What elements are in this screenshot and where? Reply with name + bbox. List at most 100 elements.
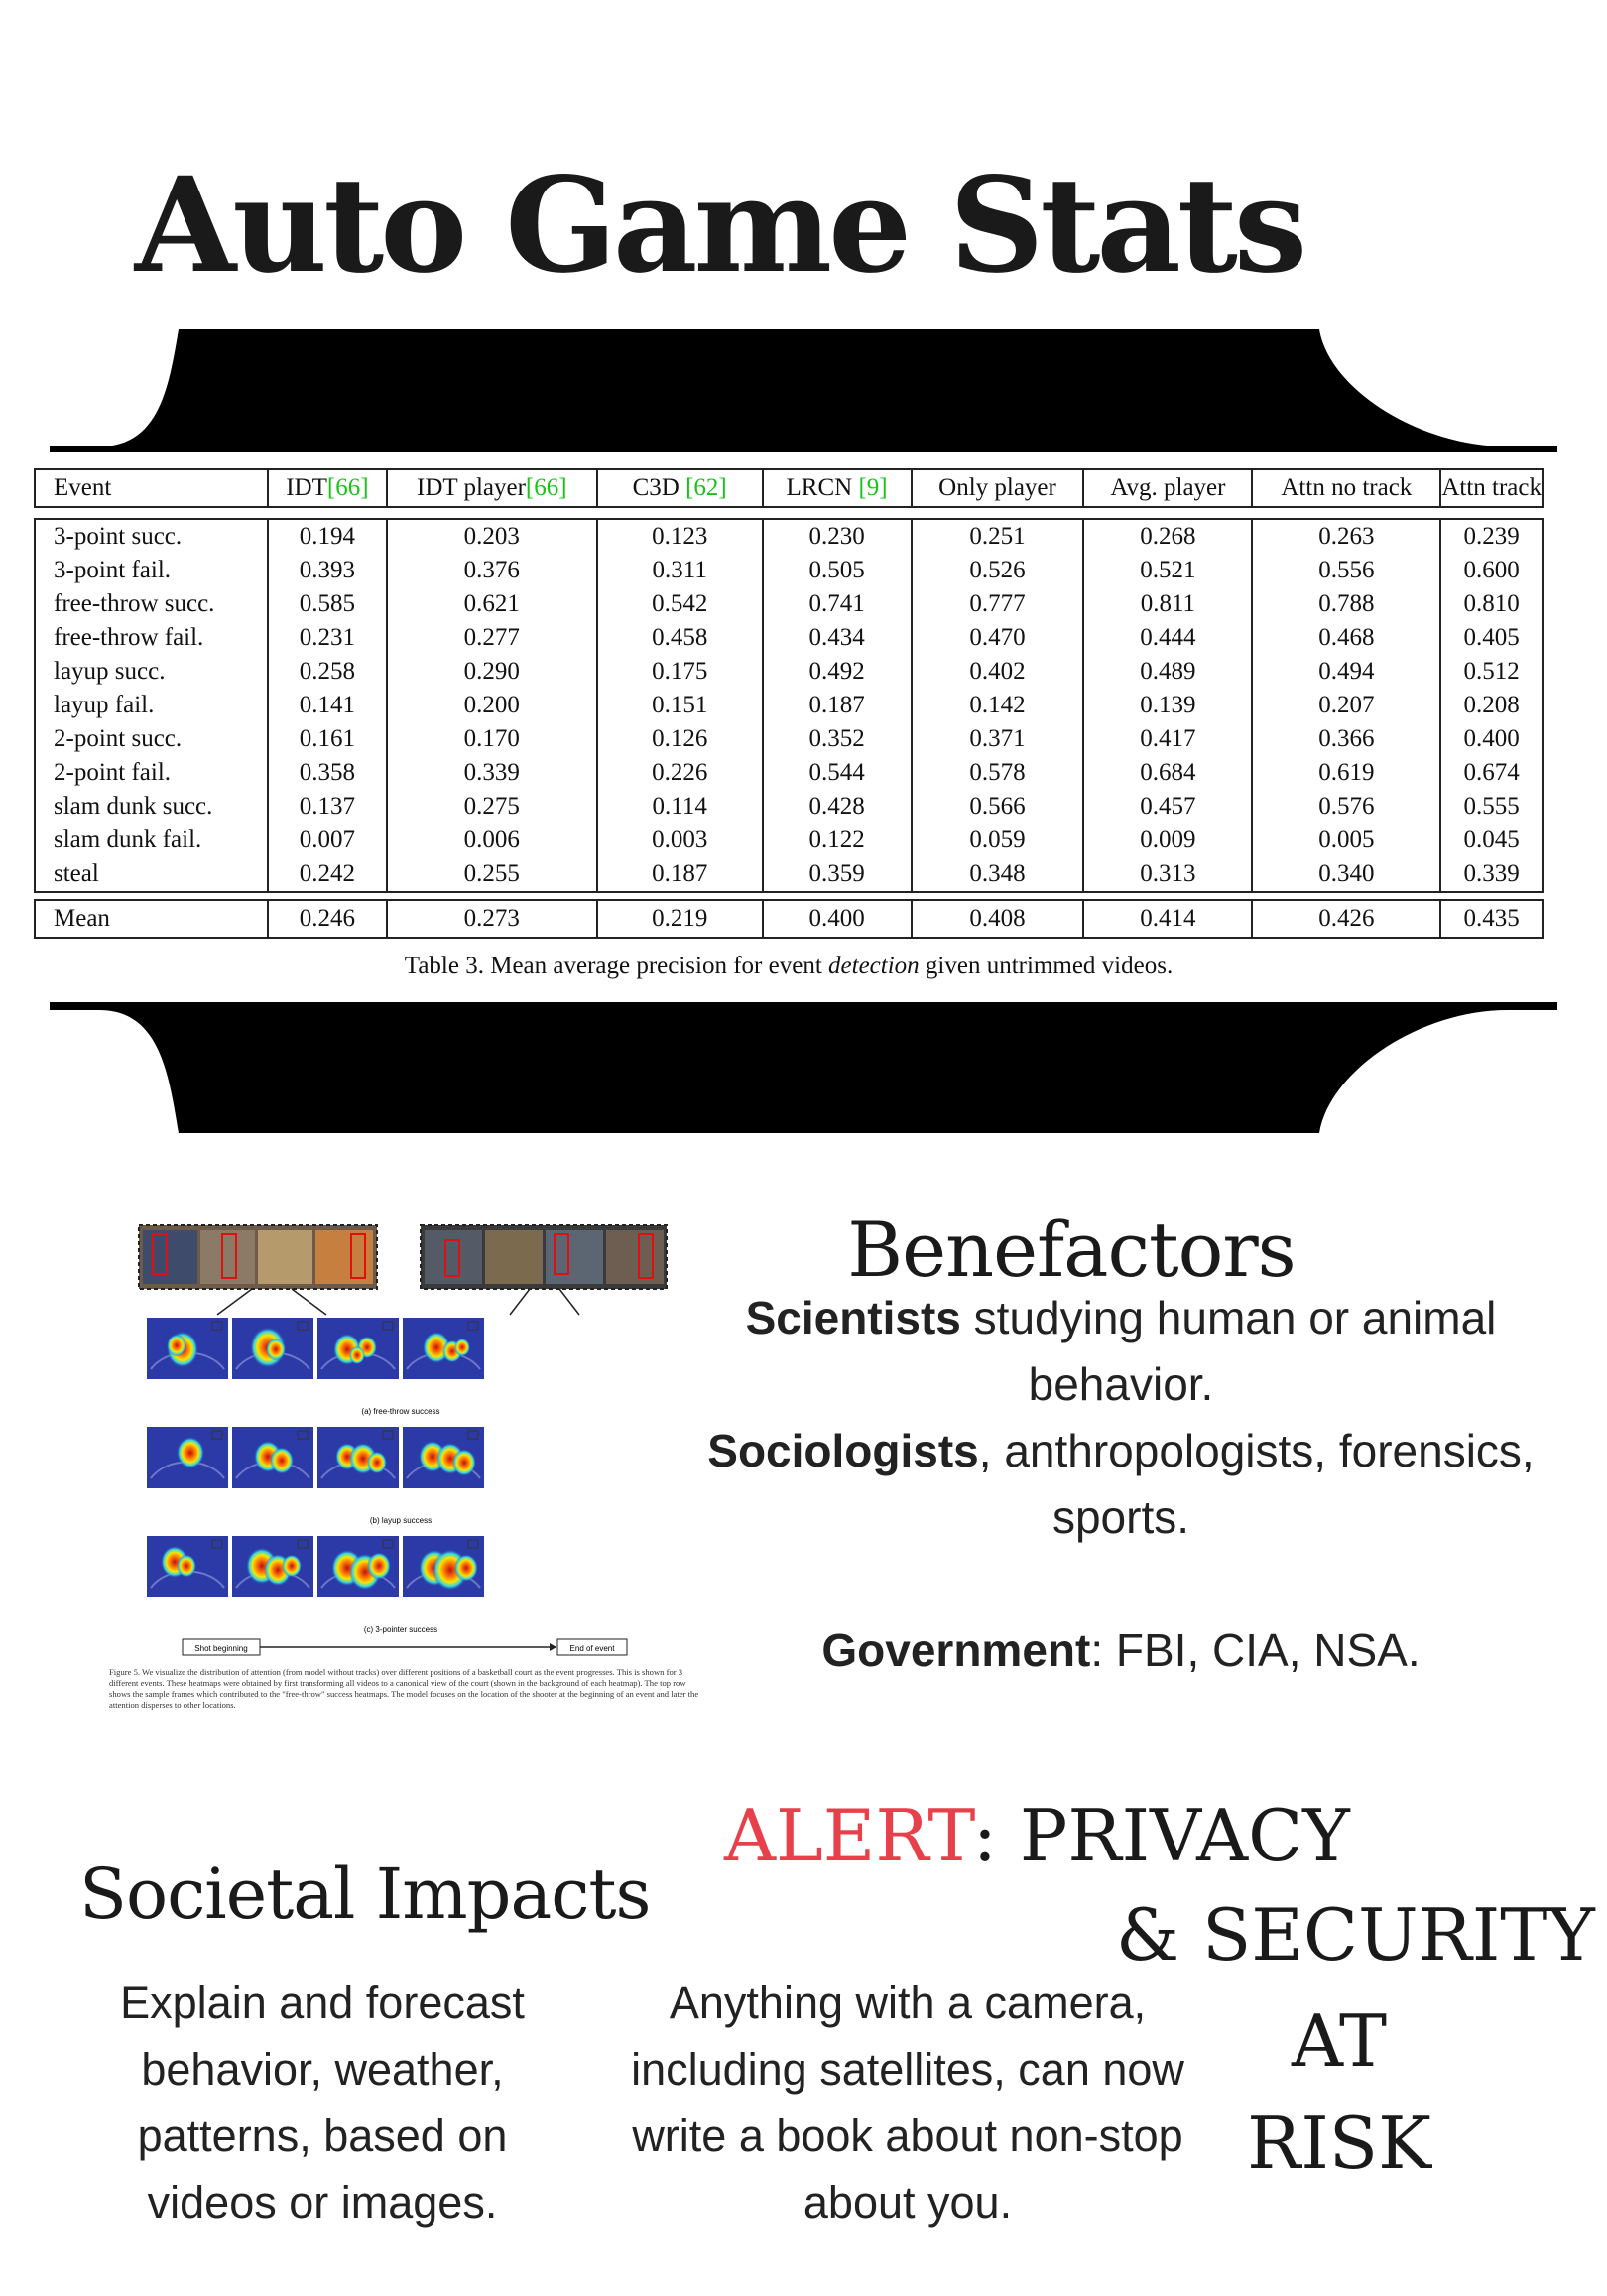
event-label: 2-point succ. — [34, 722, 269, 756]
table-caption: Table 3. Mean average precision for even… — [34, 953, 1544, 980]
attention-blob — [177, 1554, 196, 1578]
table-cell: 0.810 — [1439, 587, 1544, 621]
table-row: steal 0.242 0.255 0.187 0.359 0.348 0.313 0.340… — [34, 857, 1544, 893]
table-cell: 0.170 — [385, 722, 598, 756]
table-spacer — [35, 507, 1543, 519]
table-cell: 0.290 — [385, 655, 598, 689]
heatmap-panel — [147, 1536, 228, 1597]
heatmap-panel — [317, 1318, 399, 1379]
table-row: slam dunk fail. 0.007 0.006 0.003 0.122 0.059… — [34, 824, 1544, 857]
table-row: free-throw succ. 0.585 0.621 0.542 0.741 0.77… — [34, 587, 1544, 621]
table-cell: 0.246 — [266, 899, 388, 939]
table-cell: 0.400 — [761, 899, 913, 939]
table-cell: 0.226 — [595, 756, 764, 790]
table-cell: 0.200 — [385, 689, 598, 722]
shot-beginning-label: Shot beginning — [194, 1644, 247, 1653]
citation-link[interactable]: [66] — [525, 474, 567, 501]
table-header-0: Event — [34, 468, 269, 508]
caption-emphasis: detection — [828, 953, 920, 979]
table-cell: 0.444 — [1082, 621, 1254, 655]
table-cell: 0.402 — [910, 655, 1085, 689]
table-cell: 0.263 — [1251, 518, 1442, 554]
table-cell: 0.566 — [910, 790, 1085, 824]
table-header-6: Avg. player — [1082, 468, 1254, 508]
table-cell: 0.258 — [266, 655, 388, 689]
table-cell: 0.009 — [1082, 824, 1254, 857]
table-cell: 0.005 — [1251, 824, 1442, 857]
heatmap-rows — [147, 1318, 484, 1597]
table-cell: 0.352 — [761, 722, 913, 756]
societal-impacts-title: Societal Impacts — [79, 1853, 651, 1935]
table-cell: 0.414 — [1082, 899, 1254, 939]
table-header-4: LRCN [9] — [761, 468, 913, 508]
table-cell: 0.208 — [1439, 689, 1544, 722]
subcaption-a: (a) free-throw success — [361, 1407, 439, 1416]
subcaption-c: (c) 3-pointer success — [364, 1625, 437, 1634]
table-row: layup fail. 0.141 0.200 0.151 0.187 0.142 0.13… — [34, 689, 1544, 722]
table-cell: 0.555 — [1439, 790, 1544, 824]
table-cell: 0.123 — [595, 518, 764, 554]
attention-blob — [167, 1334, 186, 1357]
table-row: 2-point succ. 0.161 0.170 0.126 0.352 0.371 0.… — [34, 722, 1544, 756]
heatmap-panel — [232, 1536, 313, 1597]
table-cell: 0.741 — [761, 587, 913, 621]
table-cell: 0.505 — [761, 554, 913, 587]
table-cell: 0.400 — [1439, 722, 1544, 756]
table-cell: 0.203 — [385, 518, 598, 554]
table-cell: 0.811 — [1082, 587, 1254, 621]
citation-link[interactable]: [9] — [858, 474, 888, 501]
table-body: 3-point succ. 0.194 0.203 0.123 0.230 0.251 0.… — [34, 507, 1544, 900]
table-header-row: Event IDT[66] IDT player[66] C3D [62] LRCN [… — [34, 468, 1544, 508]
table-cell: 0.458 — [595, 621, 764, 655]
table-row: 3-point succ. 0.194 0.203 0.123 0.230 0.251 0.… — [34, 518, 1544, 554]
table-cell: 0.457 — [1082, 790, 1254, 824]
table-cell: 0.151 — [595, 689, 764, 722]
table-cell: 0.339 — [385, 756, 598, 790]
table-row: 3-point fail. 0.393 0.376 0.311 0.505 0.526 0.… — [34, 554, 1544, 587]
societal-impacts-text: Explain and forecast behavior, weather, … — [120, 1977, 525, 2228]
table-cell: 0.585 — [266, 587, 388, 621]
heatmap-panel — [147, 1427, 228, 1488]
table-cell: 0.426 — [1251, 899, 1442, 939]
heatmap-panel — [317, 1536, 399, 1597]
table-cell: 0.489 — [1082, 655, 1254, 689]
subcaption-b: (b) layup success — [370, 1516, 432, 1525]
table-cell: 0.405 — [1439, 621, 1544, 655]
table-cell: 0.788 — [1251, 587, 1442, 621]
table-cell: 0.408 — [910, 899, 1085, 939]
table-cell: 0.142 — [910, 689, 1085, 722]
heatmap-panel — [232, 1427, 313, 1488]
attention-blob — [177, 1436, 204, 1469]
table-cell: 0.358 — [266, 756, 388, 790]
table-cell: 0.114 — [595, 790, 764, 824]
table-cell: 0.371 — [910, 722, 1085, 756]
event-label: 3-point fail. — [34, 554, 269, 587]
citation-link[interactable]: [62] — [685, 474, 727, 501]
table-cell: 0.468 — [1251, 621, 1442, 655]
table-cell: 0.231 — [266, 621, 388, 655]
event-label: 3-point succ. — [34, 518, 269, 554]
results-table-wrap: Event IDT[66] IDT player[66] C3D [62] LRCN [… — [34, 468, 1544, 939]
attention-heatmap-figure: (a) free-throw success (b) layup success… — [138, 1224, 668, 1656]
alert-line-1: ALERT: PRIVACY — [724, 1794, 1419, 1877]
camera-privacy-text: Anything with a camera, including satell… — [631, 1977, 1184, 2228]
table-cell: 0.544 — [761, 756, 913, 790]
table-cell: 0.366 — [1251, 722, 1442, 756]
attention-blob — [367, 1552, 391, 1580]
top-banner — [50, 329, 1557, 452]
table-cell: 0.219 — [595, 899, 764, 939]
scientists-bold: Scientists — [745, 1292, 961, 1343]
table-cell: 0.194 — [266, 518, 388, 554]
alert-word: ALERT — [724, 1794, 973, 1877]
citation-link[interactable]: [66] — [326, 474, 369, 501]
table-cell: 0.512 — [1439, 655, 1544, 689]
table-header-7: Attn no track — [1251, 468, 1442, 508]
table-cell: 0.003 — [595, 824, 764, 857]
table-cell: 0.275 — [385, 790, 598, 824]
table-cell: 0.059 — [910, 824, 1085, 857]
table-cell: 0.376 — [385, 554, 598, 587]
table-cell: 0.619 — [1251, 756, 1442, 790]
figure-caption: Figure 5. We visualize the distribution … — [109, 1667, 699, 1710]
benefactors-government: Government: FBI, CIA, NSA. — [694, 1617, 1547, 1684]
table-cell: 0.470 — [910, 621, 1085, 655]
